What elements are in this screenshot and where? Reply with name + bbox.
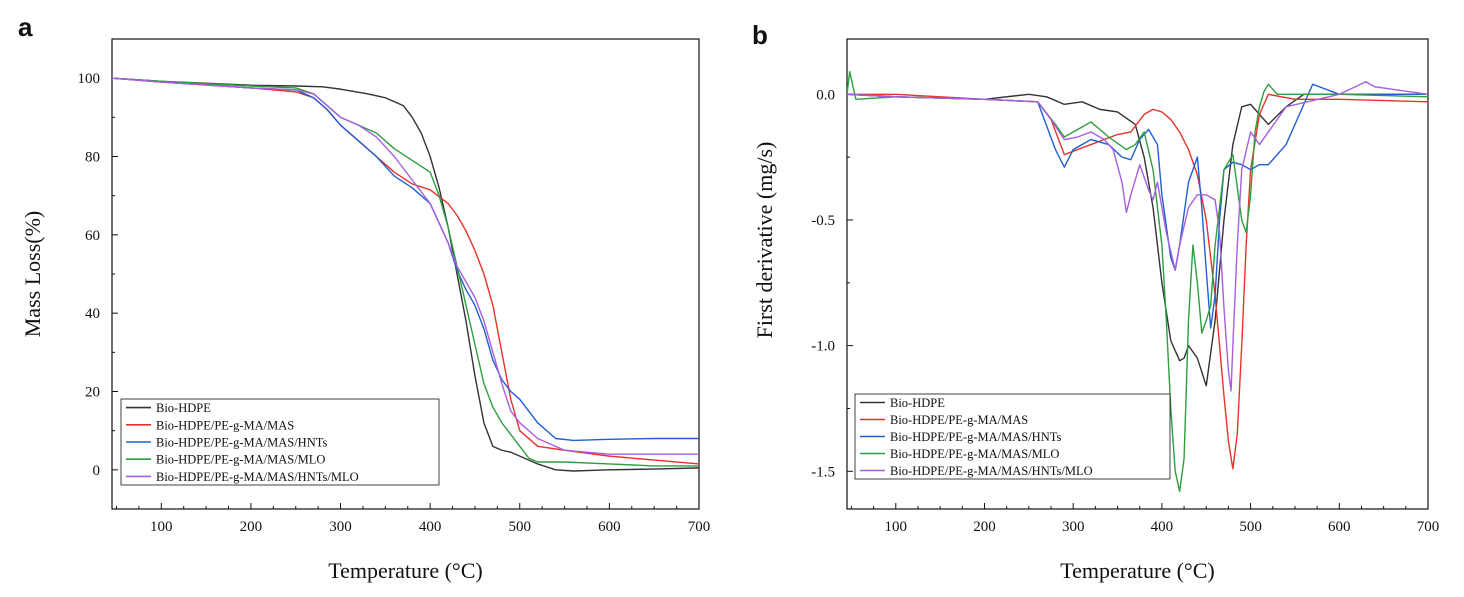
panel-b-y-axis-title: First derivative (mg/s) (752, 142, 777, 339)
legend-label: Bio-HDPE/PE-g-MA/MAS (890, 413, 1028, 427)
x-tick-label: 200 (240, 519, 263, 535)
legend-label: Bio-HDPE (156, 401, 211, 415)
x-tick-label: 100 (150, 519, 173, 535)
panel-b-x-axis-title: Temperature (°C) (1060, 558, 1214, 583)
y-tick-label: 0 (93, 463, 101, 479)
legend-label: Bio-HDPE/PE-g-MA/MAS/HNTs/MLO (156, 470, 359, 484)
panel-b-chart: 100 200 300 400 500 600 700 0.0 -0.5 -1.0 -1.5 Bio… (752, 38, 1439, 583)
y-tick-label: 20 (85, 385, 100, 401)
x-tick-label: 400 (1151, 519, 1174, 535)
x-tick-label: 700 (688, 519, 711, 535)
panel-a-ticks: 100 200 300 400 500 600 700 0 20 40 60 80 100 (78, 38, 711, 535)
x-tick-label: 500 (1239, 519, 1262, 535)
panel-a-legend: Bio-HDPE Bio-HDPE/PE-g-MA/MAS Bio-HDPE/PE-… (120, 398, 440, 486)
x-tick-label: 700 (1417, 519, 1440, 535)
panel-b-letter: b (752, 20, 768, 50)
x-tick-label: 300 (1062, 519, 1085, 535)
series-line-5 (847, 81, 1428, 392)
x-tick-label: 100 (885, 519, 908, 535)
series-line-1 (112, 77, 699, 472)
legend-label: Bio-HDPE/PE-g-MA/MAS/HNTs/MLO (890, 464, 1093, 478)
x-tick-label: 600 (1328, 519, 1351, 535)
panel-a-letter: a (18, 12, 33, 42)
panel-a-y-axis-title: Mass Loss(%) (20, 211, 45, 338)
y-tick-label: -1.5 (811, 464, 835, 480)
legend-label: Bio-HDPE/PE-g-MA/MAS/MLO (156, 453, 325, 467)
x-tick-label: 300 (329, 519, 352, 535)
legend-label: Bio-HDPE (890, 396, 945, 410)
legend-box (120, 398, 440, 486)
panel-a-chart: 100 200 300 400 500 600 700 0 20 40 60 80 100 Bio-HD… (20, 38, 711, 583)
legend-label: Bio-HDPE/PE-g-MA/MAS/HNTs (156, 436, 327, 450)
legend-label: Bio-HDPE/PE-g-MA/MAS (156, 418, 294, 432)
legend-label: Bio-HDPE/PE-g-MA/MAS/HNTs (890, 430, 1061, 444)
y-tick-label: 0.0 (816, 87, 835, 103)
legend-box (854, 393, 1171, 480)
panel-b-legend: Bio-HDPE Bio-HDPE/PE-g-MA/MAS Bio-HDPE/PE-… (854, 393, 1171, 480)
series-line-5 (112, 77, 699, 455)
y-tick-label: -0.5 (811, 213, 835, 229)
series-line-4 (847, 70, 1428, 493)
panel-b-lines (847, 70, 1428, 493)
y-tick-label: 40 (85, 306, 100, 322)
y-tick-label: -1.0 (811, 339, 835, 355)
series-line-1 (847, 93, 1428, 387)
x-tick-label: 400 (419, 519, 442, 535)
y-tick-label: 80 (85, 150, 100, 166)
legend-label: Bio-HDPE/PE-g-MA/MAS/MLO (890, 447, 1059, 461)
panel-b-ticks: 100 200 300 400 500 600 700 0.0 -0.5 -1.0 -1.5 (811, 87, 1439, 535)
y-tick-label: 60 (85, 228, 100, 244)
y-tick-label: 100 (78, 71, 101, 87)
x-tick-label: 500 (509, 519, 532, 535)
x-tick-label: 600 (598, 519, 621, 535)
panel-a-x-axis-title: Temperature (°C) (328, 558, 482, 583)
series-line-2 (847, 93, 1428, 470)
panel-a-lines (112, 77, 699, 472)
x-tick-label: 200 (973, 519, 996, 535)
series-line-3 (112, 77, 699, 442)
